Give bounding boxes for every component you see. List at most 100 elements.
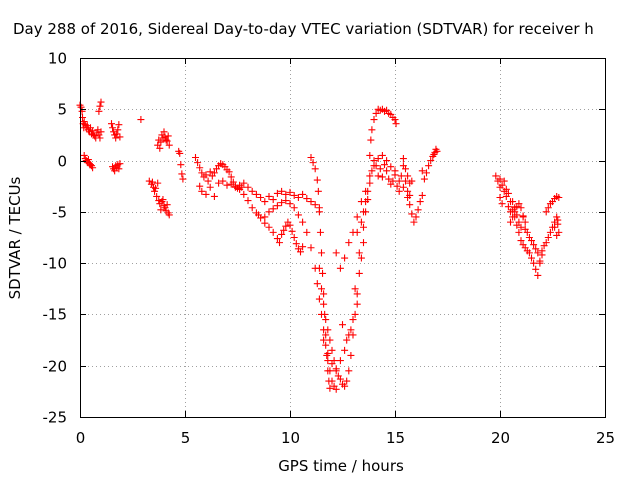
data-point	[341, 254, 349, 262]
data-point	[303, 195, 311, 203]
data-point	[162, 136, 170, 144]
data-point	[282, 222, 290, 230]
data-point	[343, 377, 351, 385]
data-point	[314, 187, 322, 195]
data-point	[95, 107, 103, 115]
data-point	[418, 191, 426, 199]
x-tick-label: 0	[76, 429, 86, 447]
data-point	[383, 157, 391, 165]
y-tick-label: -5	[52, 204, 67, 222]
data-point	[555, 228, 563, 236]
data-point	[290, 191, 298, 199]
data-point	[391, 171, 399, 179]
data-point	[355, 269, 363, 277]
data-point	[311, 165, 319, 173]
data-point	[206, 183, 214, 191]
data-point	[502, 185, 510, 193]
x-tick-label: 5	[181, 429, 191, 447]
data-point	[538, 251, 546, 259]
data-point	[273, 235, 281, 243]
data-point	[165, 141, 173, 149]
data-point	[315, 208, 323, 216]
data-point	[427, 157, 435, 165]
data-point	[381, 161, 388, 169]
data-point	[269, 196, 277, 204]
data-point	[225, 168, 233, 176]
data-point	[498, 200, 506, 208]
data-point	[322, 341, 330, 349]
x-axis-label: GPS time / hours	[278, 457, 404, 475]
data-point	[395, 187, 403, 195]
data-point	[517, 223, 525, 231]
data-point	[244, 197, 252, 205]
data-point	[393, 182, 401, 190]
data-point	[89, 127, 97, 135]
data-point	[513, 221, 521, 229]
data-point	[177, 161, 185, 169]
data-point	[347, 351, 355, 359]
data-point	[261, 198, 269, 206]
data-point	[370, 116, 378, 124]
data-point	[115, 165, 123, 173]
data-point	[328, 360, 336, 368]
data-point	[113, 130, 121, 138]
data-point	[432, 145, 440, 153]
data-point	[332, 367, 340, 375]
data-point	[336, 357, 344, 365]
data-point	[399, 183, 407, 191]
data-point	[231, 183, 239, 191]
data-point	[307, 198, 315, 206]
data-point	[286, 221, 294, 229]
data-point	[328, 346, 336, 354]
data-point	[332, 385, 340, 393]
data-point	[294, 211, 302, 219]
data-points	[76, 98, 563, 393]
data-point	[532, 245, 540, 253]
data-point	[155, 197, 163, 205]
data-point	[530, 259, 538, 267]
data-point	[360, 208, 367, 216]
data-point	[286, 200, 294, 208]
data-point	[517, 204, 525, 212]
data-point	[219, 177, 227, 185]
data-point	[322, 316, 330, 324]
data-point	[96, 134, 104, 142]
data-point	[336, 375, 344, 383]
data-point	[534, 249, 542, 257]
data-point	[321, 310, 329, 318]
data-point	[320, 300, 328, 308]
data-point	[395, 177, 403, 185]
data-point	[374, 155, 382, 163]
data-point	[280, 226, 288, 234]
data-point	[324, 326, 332, 334]
data-point	[223, 181, 231, 189]
data-point	[261, 219, 269, 227]
data-point	[351, 310, 359, 318]
x-tick-label: 10	[281, 429, 300, 447]
data-point	[97, 128, 105, 136]
data-point	[341, 382, 349, 390]
data-point	[360, 239, 367, 247]
data-point	[345, 367, 353, 375]
data-point	[157, 138, 165, 146]
data-point	[532, 265, 540, 273]
data-point	[357, 218, 365, 226]
data-point	[80, 151, 88, 159]
data-point	[347, 326, 355, 334]
data-point	[290, 234, 298, 241]
data-point	[383, 167, 391, 175]
data-point	[551, 223, 559, 231]
data-point	[511, 208, 519, 216]
data-point	[496, 193, 504, 201]
data-point	[360, 223, 367, 231]
data-point	[112, 134, 120, 142]
data-point	[194, 159, 202, 167]
data-point	[392, 120, 400, 128]
data-point	[265, 223, 273, 231]
data-point	[536, 259, 544, 267]
data-point	[544, 234, 552, 241]
data-point	[318, 249, 325, 257]
data-point	[376, 165, 384, 173]
data-point	[366, 151, 374, 159]
data-point	[292, 240, 300, 248]
